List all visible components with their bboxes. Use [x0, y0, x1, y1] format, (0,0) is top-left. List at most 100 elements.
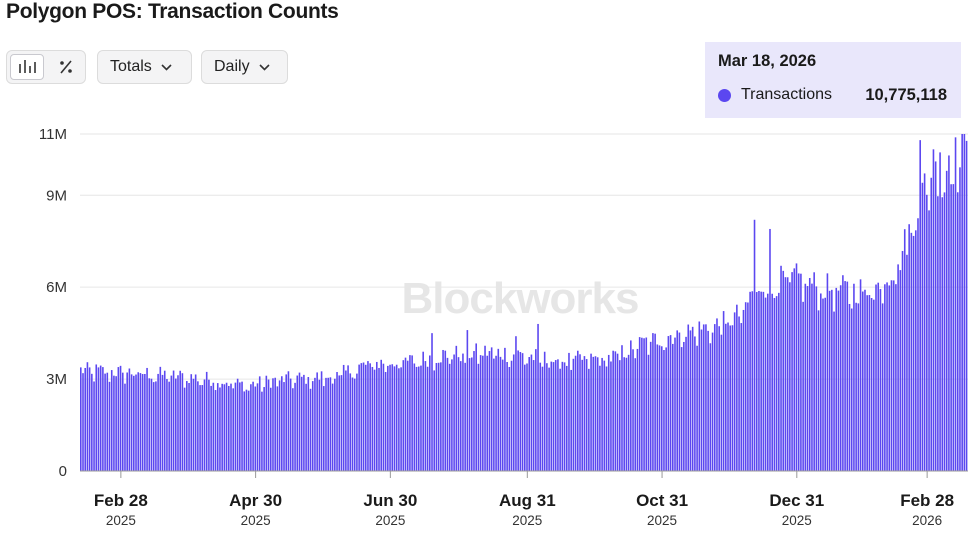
- bar[interactable]: [97, 367, 100, 471]
- bar[interactable]: [216, 383, 219, 471]
- bar[interactable]: [764, 297, 767, 471]
- bar[interactable]: [501, 359, 504, 471]
- bar[interactable]: [930, 177, 933, 471]
- bar[interactable]: [181, 373, 184, 471]
- bar[interactable]: [906, 254, 908, 471]
- bar[interactable]: [937, 196, 939, 472]
- bar[interactable]: [649, 341, 652, 471]
- bar[interactable]: [294, 382, 296, 471]
- bar[interactable]: [353, 378, 356, 471]
- bar[interactable]: [307, 377, 310, 471]
- bar[interactable]: [524, 364, 526, 471]
- bar[interactable]: [126, 372, 128, 471]
- bar[interactable]: [358, 364, 360, 471]
- bar[interactable]: [457, 357, 460, 471]
- bar[interactable]: [236, 378, 239, 471]
- bar[interactable]: [694, 336, 696, 471]
- bar[interactable]: [433, 370, 436, 471]
- bar[interactable]: [283, 382, 285, 471]
- bar[interactable]: [546, 363, 548, 471]
- bar[interactable]: [296, 375, 299, 471]
- bar[interactable]: [453, 354, 455, 471]
- bar[interactable]: [210, 385, 212, 471]
- bar[interactable]: [429, 355, 431, 471]
- bar[interactable]: [866, 295, 868, 471]
- bar[interactable]: [437, 362, 440, 471]
- bar[interactable]: [201, 385, 204, 471]
- bar[interactable]: [539, 362, 542, 471]
- bar[interactable]: [579, 354, 581, 471]
- bar[interactable]: [338, 375, 341, 471]
- bar[interactable]: [813, 272, 815, 471]
- bar[interactable]: [839, 285, 842, 471]
- bar[interactable]: [245, 389, 248, 471]
- bar[interactable]: [170, 375, 173, 471]
- bar[interactable]: [406, 360, 409, 471]
- bar[interactable]: [921, 182, 924, 471]
- bar[interactable]: [473, 351, 475, 471]
- bar[interactable]: [963, 134, 966, 471]
- bar[interactable]: [197, 381, 199, 471]
- bar[interactable]: [124, 383, 126, 471]
- bar[interactable]: [174, 378, 177, 471]
- bar[interactable]: [152, 382, 155, 471]
- bar[interactable]: [322, 386, 325, 471]
- bar[interactable]: [373, 369, 376, 471]
- bar[interactable]: [771, 293, 773, 471]
- bar[interactable]: [879, 289, 882, 471]
- bar[interactable]: [857, 303, 860, 471]
- bar[interactable]: [855, 302, 857, 471]
- bar[interactable]: [398, 368, 400, 471]
- bar[interactable]: [442, 349, 444, 471]
- bar[interactable]: [585, 359, 588, 471]
- bar[interactable]: [440, 362, 442, 471]
- bar[interactable]: [870, 298, 873, 471]
- bar[interactable]: [711, 332, 714, 471]
- bar[interactable]: [212, 382, 215, 471]
- bar[interactable]: [641, 337, 643, 471]
- bar[interactable]: [789, 282, 791, 471]
- bar[interactable]: [225, 382, 228, 471]
- bar[interactable]: [861, 291, 864, 471]
- bar[interactable]: [88, 367, 91, 471]
- bar[interactable]: [285, 374, 288, 471]
- bar[interactable]: [230, 383, 232, 471]
- bar[interactable]: [404, 357, 407, 471]
- bar[interactable]: [950, 184, 952, 471]
- bar[interactable]: [367, 361, 369, 471]
- bar[interactable]: [261, 391, 263, 471]
- bar[interactable]: [548, 367, 550, 471]
- bar[interactable]: [656, 344, 659, 471]
- bar[interactable]: [110, 370, 113, 471]
- bar[interactable]: [446, 357, 449, 471]
- bar[interactable]: [395, 364, 398, 471]
- bar[interactable]: [402, 360, 405, 471]
- bar[interactable]: [311, 381, 314, 471]
- bar[interactable]: [669, 335, 672, 471]
- bar[interactable]: [760, 291, 762, 471]
- bar[interactable]: [897, 264, 899, 471]
- bar[interactable]: [378, 367, 380, 471]
- bar[interactable]: [309, 388, 312, 471]
- bar[interactable]: [161, 374, 164, 471]
- bar-chart-toggle[interactable]: [10, 54, 44, 80]
- bar[interactable]: [506, 362, 508, 471]
- bar[interactable]: [919, 140, 921, 471]
- bar[interactable]: [91, 373, 93, 471]
- bar[interactable]: [521, 353, 524, 471]
- bar[interactable]: [623, 357, 625, 471]
- bar[interactable]: [327, 377, 329, 471]
- bar[interactable]: [773, 297, 776, 471]
- bar[interactable]: [329, 377, 332, 471]
- bar[interactable]: [782, 270, 785, 471]
- bar[interactable]: [864, 289, 866, 471]
- bar[interactable]: [817, 310, 820, 471]
- bar[interactable]: [928, 210, 930, 471]
- bar[interactable]: [276, 386, 279, 471]
- bar[interactable]: [157, 373, 159, 471]
- bar[interactable]: [826, 273, 829, 471]
- bar[interactable]: [360, 363, 363, 471]
- bar[interactable]: [543, 351, 546, 471]
- bar[interactable]: [177, 375, 179, 471]
- bar[interactable]: [625, 357, 628, 471]
